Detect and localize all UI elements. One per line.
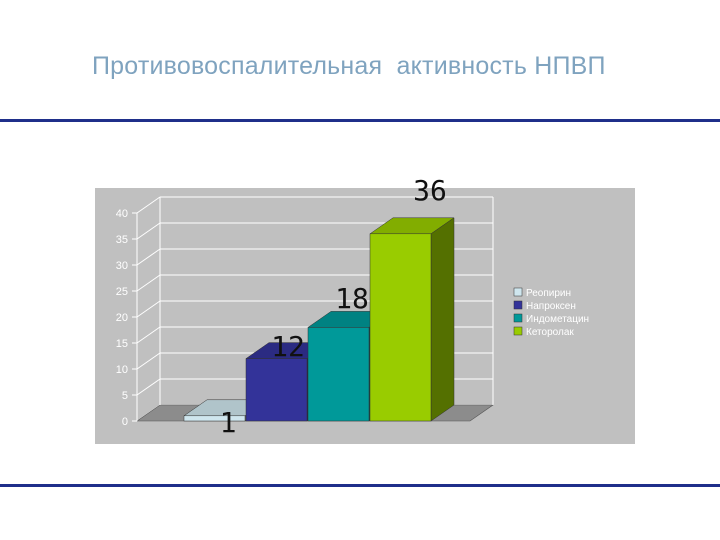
top-divider — [0, 119, 720, 122]
gridline-side — [136, 196, 161, 214]
legend-swatch — [513, 326, 523, 336]
legend-swatch — [513, 313, 523, 323]
legend-label: Реопирин — [526, 288, 571, 299]
gridline-side — [136, 274, 161, 292]
legend-swatch — [513, 287, 523, 297]
y-tick-label: 40 — [116, 208, 128, 220]
data-label: 12 — [271, 330, 305, 363]
legend-label: Кеторолак — [526, 327, 574, 338]
y-tick-label: 10 — [116, 364, 128, 376]
legend: Реопирин Напроксен Индометацин Кеторолак — [513, 287, 589, 338]
bar-side-face — [430, 217, 455, 422]
bar-4 — [369, 217, 455, 422]
legend-label: Индометацин — [526, 314, 589, 325]
y-tick-label: 35 — [116, 234, 128, 246]
bar-2 — [245, 342, 331, 422]
gridline-side — [136, 378, 161, 396]
bar-front-face — [307, 327, 370, 422]
gridline-side — [136, 222, 161, 240]
gridline-side — [136, 248, 161, 266]
y-tick-label: 25 — [116, 286, 128, 298]
data-label: 1 — [220, 406, 237, 439]
y-tick-labels: 0 5 10 15 20 25 30 35 40 — [116, 208, 128, 428]
bar-front-face — [369, 233, 432, 422]
y-tick-label: 0 — [122, 416, 128, 428]
gridline-side — [136, 326, 161, 344]
data-label: 36 — [413, 174, 447, 207]
y-tick-label: 15 — [116, 338, 128, 350]
legend-label: Напроксен — [526, 301, 576, 312]
bars — [183, 217, 455, 422]
slide-title: Противовоспалительная активность НПВП — [92, 52, 606, 80]
y-tick-label: 5 — [122, 390, 128, 402]
y-tick-label: 30 — [116, 260, 128, 272]
gridline-side — [136, 300, 161, 318]
bar-front-face — [245, 358, 308, 422]
bottom-divider — [0, 484, 720, 487]
y-tick-label: 20 — [116, 312, 128, 324]
data-label: 18 — [335, 282, 369, 315]
bar-front-face — [183, 415, 246, 422]
data-labels: 1 12 18 36 — [220, 174, 447, 439]
gridline-side — [136, 352, 161, 370]
legend-swatch — [513, 300, 523, 310]
